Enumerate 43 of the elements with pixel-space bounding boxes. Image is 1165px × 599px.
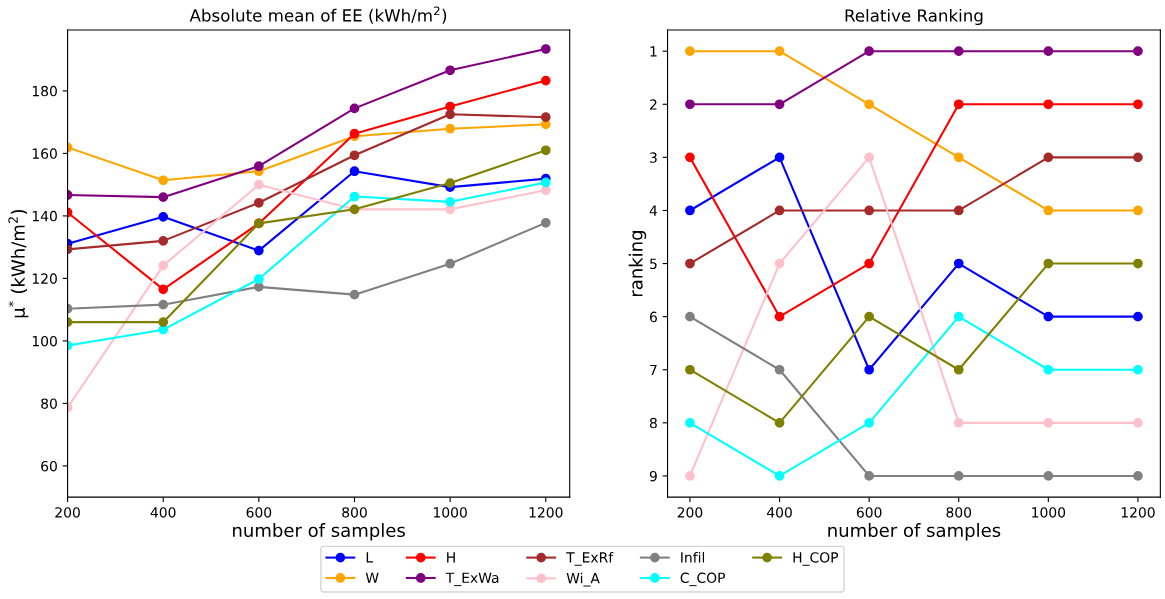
y-tick-label: 180 (32, 85, 57, 97)
y-tick-label: 60 (41, 460, 57, 472)
y-tick-label: 80 (41, 398, 57, 409)
x-tick-label: 1000 (1032, 507, 1066, 518)
y-tick-label: 7 (650, 364, 657, 376)
y-axis-title: μ$^{*}$ (kWh/m$^{2}$) (8, 209, 29, 318)
x-tick-label: 600 (246, 507, 272, 518)
y-tick-label: 120 (32, 273, 57, 284)
x-tick-label: 800 (946, 507, 972, 518)
y-tick-label: 140 (32, 210, 57, 222)
x-tick-label: 1200 (529, 507, 563, 518)
chart-title: Absolute mean of EE (kWh/m$^{2}$) (189, 6, 447, 24)
x-axis-title: number of samples (233, 523, 405, 541)
x-tick-label: 600 (856, 507, 882, 518)
legend-label: L (366, 552, 374, 563)
y-axis-title: ranking (628, 231, 647, 297)
legend-label: Wi_A (566, 572, 600, 587)
chart-title: Relative Ranking (845, 8, 983, 26)
x-tick-label: 400 (150, 507, 176, 518)
x-axis-title: number of samples (828, 523, 1001, 541)
x-tick-label: 1200 (1121, 507, 1155, 518)
legend-label: W (365, 572, 379, 583)
y-tick-label: 9 (649, 470, 657, 482)
y-tick-label: 100 (32, 335, 57, 347)
y-tick-label: 1 (650, 46, 657, 57)
y-tick-label: 160 (32, 148, 57, 159)
x-tick-label: 200 (677, 507, 703, 518)
legend-label: T_ExWa (445, 572, 499, 587)
y-tick-label: 8 (649, 417, 657, 429)
legend-label: H_COP (793, 552, 839, 566)
x-tick-label: 400 (766, 507, 792, 518)
x-tick-label: 200 (55, 507, 80, 518)
legend-label: C_COP (680, 572, 725, 587)
legend-label: Infil (681, 551, 705, 563)
x-tick-label: 1000 (433, 507, 467, 518)
legend-label: H (447, 552, 455, 563)
y-tick-label: 3 (650, 152, 657, 163)
y-tick-label: 2 (650, 99, 657, 110)
legend-label: T_ExRf (566, 551, 614, 566)
y-tick-label: 5 (650, 258, 657, 270)
x-tick-label: 800 (342, 507, 367, 518)
y-tick-label: 6 (649, 311, 657, 323)
y-tick-label: 4 (649, 205, 658, 216)
